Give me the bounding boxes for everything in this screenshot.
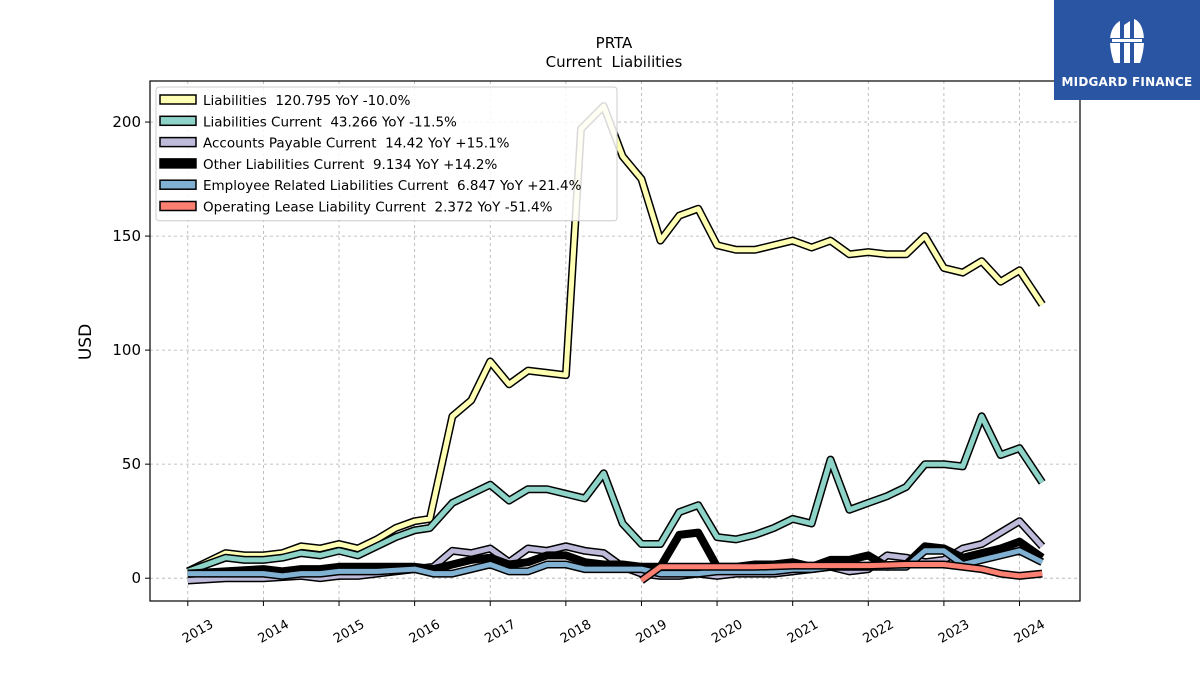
y-tick-label: 200	[112, 113, 141, 131]
legend-label: Liabilities 120.795 YoY -10.0%	[203, 93, 411, 109]
legend-label: Operating Lease Liability Current 2.372 …	[203, 200, 553, 216]
series-liabilities	[186, 102, 1046, 576]
series-layer	[186, 102, 1046, 585]
midgard-logo-icon	[1108, 19, 1146, 63]
legend: Liabilities 120.795 YoY -10.0% Liabilitie…	[155, 86, 618, 222]
series-line	[640, 562, 1043, 583]
x-tick-label: 2022	[860, 617, 896, 647]
x-tick-label: 2014	[256, 617, 292, 647]
y-tick-label: 150	[112, 227, 141, 245]
legend-box	[155, 86, 618, 222]
x-tick-label: 2018	[558, 617, 594, 647]
x-tick-label: 2024	[1012, 617, 1048, 647]
legend-label: Other Liabilities Current 9.134 YoY +14.…	[203, 157, 498, 173]
x-tick-label: 2019	[634, 617, 670, 647]
legend-swatch	[159, 94, 197, 105]
y-tick-label: 0	[131, 569, 141, 587]
series-line	[186, 103, 1045, 574]
x-tick-label: 2021	[785, 617, 821, 647]
legend-label: Liabilities Current 43.266 YoY -11.5%	[203, 114, 457, 130]
y-axis-label: USD	[76, 324, 96, 360]
legend-swatch	[159, 136, 197, 148]
x-axis: 2013 2014 2015 2016 2017 2018 2019 2020 2021 2022…	[180, 601, 1048, 647]
x-tick-label: 2020	[709, 617, 745, 647]
series-line	[186, 413, 1045, 574]
brand-logo: MIDGARD FINANCE	[1054, 0, 1200, 100]
legend-label: Employee Related Liabilities Current 6.8…	[203, 178, 582, 194]
series-operating-lease-liability-current	[639, 560, 1043, 584]
y-tick-label: 100	[112, 341, 141, 359]
legend-label: Accounts Payable Current 14.42 YoY +15.1…	[203, 136, 510, 152]
plot-frame	[149, 80, 1081, 602]
x-tick-label: 2013	[180, 617, 216, 647]
x-tick-label: 2017	[482, 617, 518, 647]
x-tick-label: 2023	[936, 617, 972, 647]
chart-subtitle: Current Liabilities	[546, 53, 683, 71]
y-tick-label: 50	[122, 455, 141, 473]
legend-swatch	[159, 158, 197, 169]
chart-title: PRTA	[596, 34, 633, 52]
legend-swatch	[159, 179, 197, 190]
x-tick-label: 2016	[407, 617, 443, 647]
legend-swatch	[159, 200, 197, 212]
brand-name: MIDGARD FINANCE	[1061, 75, 1193, 89]
y-axis: 0 50 100 150 200	[112, 113, 150, 587]
x-tick-label: 2015	[331, 617, 367, 647]
legend-swatch	[159, 115, 197, 127]
series-liabilities-current	[186, 412, 1046, 576]
